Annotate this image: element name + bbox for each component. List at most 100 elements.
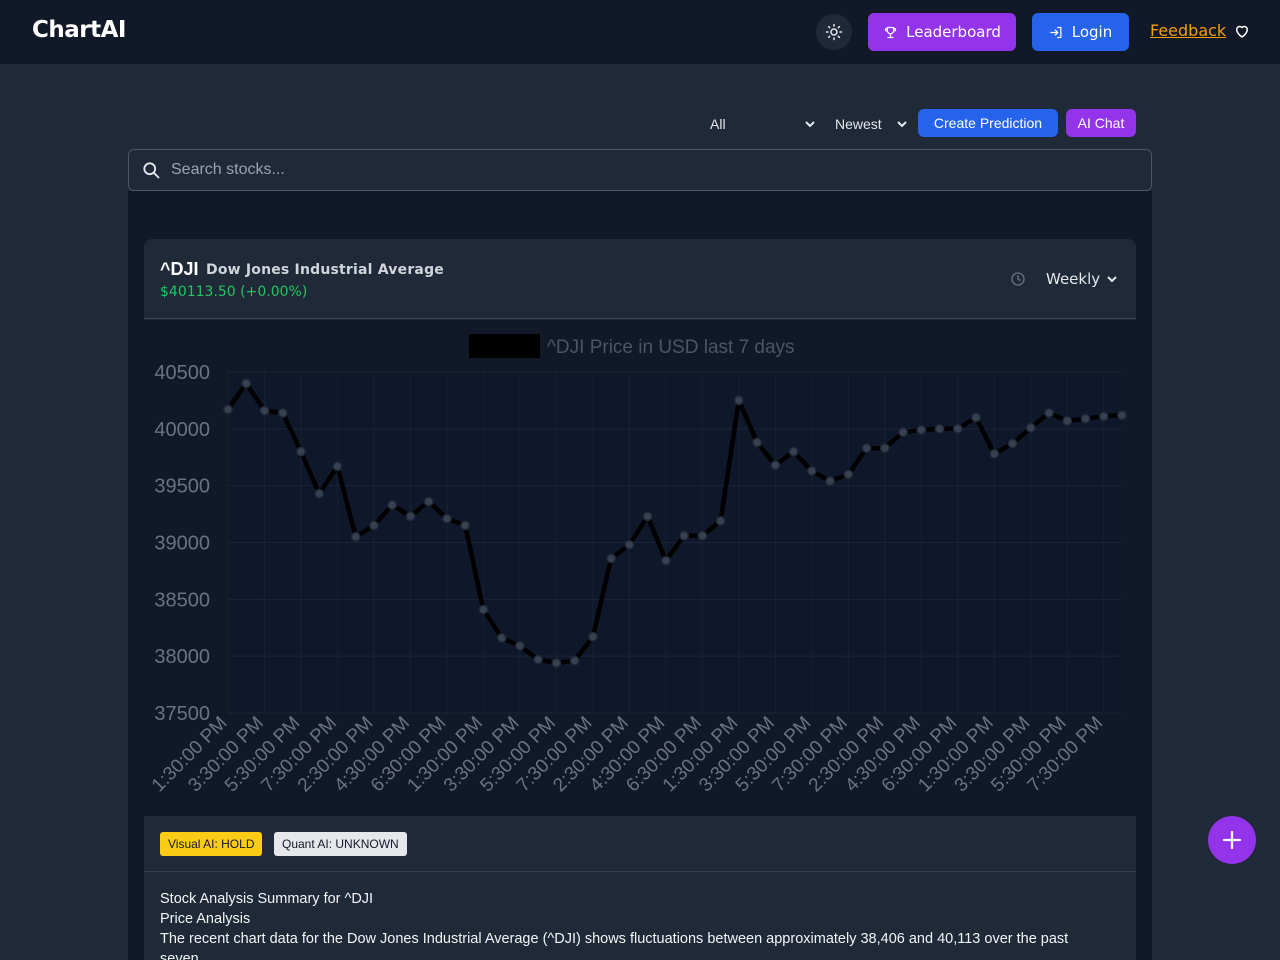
- timeframe-value: Weekly: [1046, 270, 1101, 288]
- y-tick-label: 37500: [154, 703, 210, 725]
- data-point: [587, 631, 598, 642]
- data-point: [533, 654, 544, 665]
- data-point: [460, 520, 471, 531]
- data-point: [879, 443, 890, 454]
- visual-ai-badge: Visual AI: HOLD: [160, 832, 263, 856]
- login-label: Login: [1071, 23, 1113, 41]
- category-filter-value: All: [710, 116, 726, 132]
- top-nav: ChartAI Leaderboard Login Feedback: [0, 0, 1280, 64]
- stock-card-header: ^DJI Dow Jones Industrial Average $40113…: [144, 239, 1136, 319]
- ai-signals: Visual AI: HOLD Quant AI: UNKNOWN: [144, 816, 1136, 872]
- data-point: [679, 530, 690, 541]
- data-point: [989, 448, 1000, 459]
- data-point: [514, 640, 525, 651]
- summary-section-heading: Price Analysis: [160, 911, 251, 927]
- data-point: [642, 511, 653, 522]
- data-point: [496, 633, 507, 643]
- data-point: [314, 488, 325, 499]
- data-point: [788, 446, 799, 457]
- data-point: [350, 531, 361, 542]
- analysis-summary: Stock Analysis Summary for ^DJI Price An…: [160, 889, 1120, 960]
- leaderboard-label: Leaderboard: [906, 23, 1001, 41]
- data-point: [861, 443, 872, 454]
- data-point: [1098, 411, 1109, 422]
- data-point: [332, 461, 343, 472]
- sun-icon: [825, 23, 843, 41]
- add-fab-button[interactable]: [1208, 816, 1256, 864]
- y-tick-label: 40000: [154, 419, 210, 441]
- data-point: [1062, 415, 1073, 426]
- data-point: [1044, 407, 1054, 418]
- data-point: [971, 412, 981, 423]
- create-prediction-button[interactable]: Create Prediction: [918, 109, 1058, 137]
- chevron-down-icon: [805, 121, 815, 128]
- data-point: [843, 469, 854, 480]
- summary-text-continued: seven: [160, 951, 199, 960]
- search-input[interactable]: [171, 161, 1071, 179]
- ticker-symbol[interactable]: ^DJI: [160, 259, 199, 279]
- data-point: [387, 500, 398, 510]
- data-point: [806, 465, 817, 476]
- login-button[interactable]: Login: [1032, 13, 1129, 51]
- company-name: Dow Jones Industrial Average: [206, 262, 444, 278]
- data-point: [660, 555, 671, 566]
- heart-icon: [1236, 25, 1249, 38]
- price-chart-svg: ^DJI Price in USD last 7 days 40500 40000 3…: [148, 334, 1127, 796]
- data-point: [624, 539, 635, 550]
- y-tick-label: 38000: [154, 646, 210, 668]
- category-filter-select[interactable]: All: [700, 110, 820, 138]
- summary-title: Stock Analysis Summary for ^DJI: [160, 891, 374, 907]
- data-point: [952, 423, 963, 434]
- brand-logo[interactable]: ChartAI: [32, 17, 126, 43]
- sort-value: Newest: [835, 116, 882, 132]
- data-point: [569, 655, 580, 666]
- data-point: [241, 378, 252, 389]
- data-point: [223, 404, 233, 415]
- data-point: [423, 496, 434, 507]
- stock-card: ^DJI Dow Jones Industrial Average $40113…: [144, 239, 1136, 960]
- data-point: [752, 437, 763, 448]
- y-tick-label: 40500: [154, 362, 210, 384]
- login-icon: [1050, 26, 1062, 38]
- data-point: [934, 423, 945, 434]
- data-point: [1025, 422, 1036, 433]
- y-tick-label: 38500: [154, 589, 210, 611]
- data-point: [916, 425, 927, 435]
- data-point: [1080, 413, 1091, 424]
- data-point: [1007, 438, 1018, 449]
- ai-chat-button[interactable]: AI Chat: [1066, 109, 1136, 137]
- timeframe-select[interactable]: Weekly: [1038, 265, 1122, 293]
- data-point: [296, 446, 306, 457]
- search-icon: [143, 162, 160, 179]
- price-chart: ^DJI Price in USD last 7 days 40500 40000 3…: [144, 320, 1136, 816]
- sort-select[interactable]: Newest: [826, 110, 912, 138]
- summary-text: The recent chart data for the Dow Jones …: [160, 931, 1069, 947]
- leaderboard-button[interactable]: Leaderboard: [868, 13, 1016, 51]
- data-point: [825, 476, 836, 487]
- feedback-link[interactable]: Feedback: [1150, 21, 1227, 40]
- y-tick-label: 39500: [154, 476, 210, 498]
- trophy-icon: [884, 26, 897, 38]
- data-point: [606, 553, 617, 564]
- data-point: [478, 604, 489, 615]
- data-point: [1117, 410, 1127, 421]
- data-point: [277, 407, 288, 418]
- chevron-down-icon: [1107, 276, 1117, 283]
- clock-icon: [1011, 272, 1025, 286]
- data-point: [733, 395, 744, 406]
- y-tick-label: 39000: [154, 533, 210, 555]
- data-point: [441, 513, 452, 524]
- data-point: [551, 658, 562, 668]
- quant-ai-badge: Quant AI: UNKNOWN: [274, 832, 407, 856]
- search-bar: [128, 149, 1152, 191]
- feedback-link-group[interactable]: Feedback: [1150, 21, 1251, 40]
- data-point: [259, 405, 270, 416]
- data-point: [898, 427, 909, 438]
- data-point: [697, 530, 708, 541]
- data-point: [770, 460, 781, 471]
- theme-toggle-button[interactable]: [816, 14, 852, 50]
- chart-title: ^DJI Price in USD last 7 days: [547, 337, 795, 358]
- data-point: [369, 520, 379, 531]
- plus-icon: [1222, 830, 1242, 850]
- data-point: [405, 511, 416, 522]
